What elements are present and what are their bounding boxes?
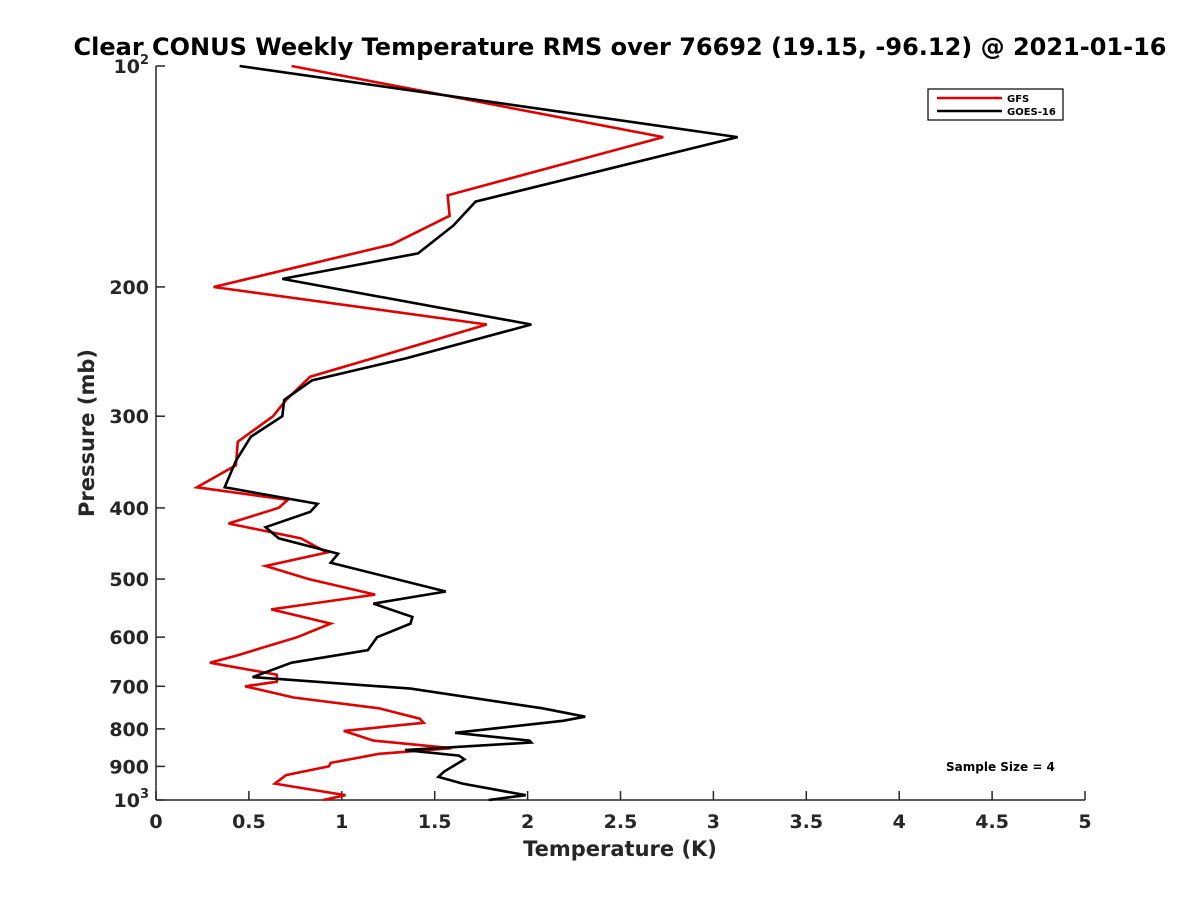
y-tick-label: 700	[109, 676, 149, 698]
x-tick-label: 2	[521, 811, 534, 833]
x-axis-label: Temperature (K)	[523, 837, 717, 861]
y-tick-label: 200	[109, 277, 149, 299]
legend-box	[927, 88, 1064, 121]
y-tick-label: 500	[109, 569, 149, 591]
y-tick-label: 800	[109, 719, 149, 741]
sample-size-annotation: Sample Size = 4	[946, 760, 1055, 774]
series-layer	[192, 64, 738, 802]
y-axis-label: Pressure (mb)	[75, 349, 99, 517]
legend-label: GOES-16	[1007, 107, 1056, 118]
x-tick-label: 3	[707, 811, 720, 833]
x-tick-label: 2.5	[604, 811, 638, 833]
y-tick-label: 102	[114, 53, 150, 78]
x-tick-label: 1	[335, 811, 348, 833]
legend-label: GFS	[1007, 94, 1029, 105]
chart-title: Clear CONUS Weekly Temperature RMS over …	[74, 33, 1167, 61]
y-tick-label: 600	[109, 627, 149, 649]
y-tick-label: 400	[109, 498, 149, 520]
x-tick-label: 0.5	[232, 811, 266, 833]
axes: 0 0.5 1 1.5 2 2.5 3 3.5 4 4.5 5 102 200 300 400 500 600 7…	[109, 53, 1091, 833]
y-tick-label: 103	[114, 787, 150, 812]
legend: GFS GOES-16	[927, 88, 1064, 121]
x-tick-label: 1.5	[418, 811, 452, 833]
x-tick-label: 0	[149, 811, 162, 833]
y-tick-label: 300	[109, 406, 149, 428]
series-line-goes-16	[222, 64, 738, 802]
series-line-gfs	[192, 64, 664, 802]
x-tick-label: 4	[893, 811, 906, 833]
x-tick-label: 3.5	[789, 811, 823, 833]
x-tick-label: 4.5	[975, 811, 1009, 833]
y-tick-label: 900	[109, 756, 149, 778]
x-tick-label: 5	[1078, 811, 1091, 833]
